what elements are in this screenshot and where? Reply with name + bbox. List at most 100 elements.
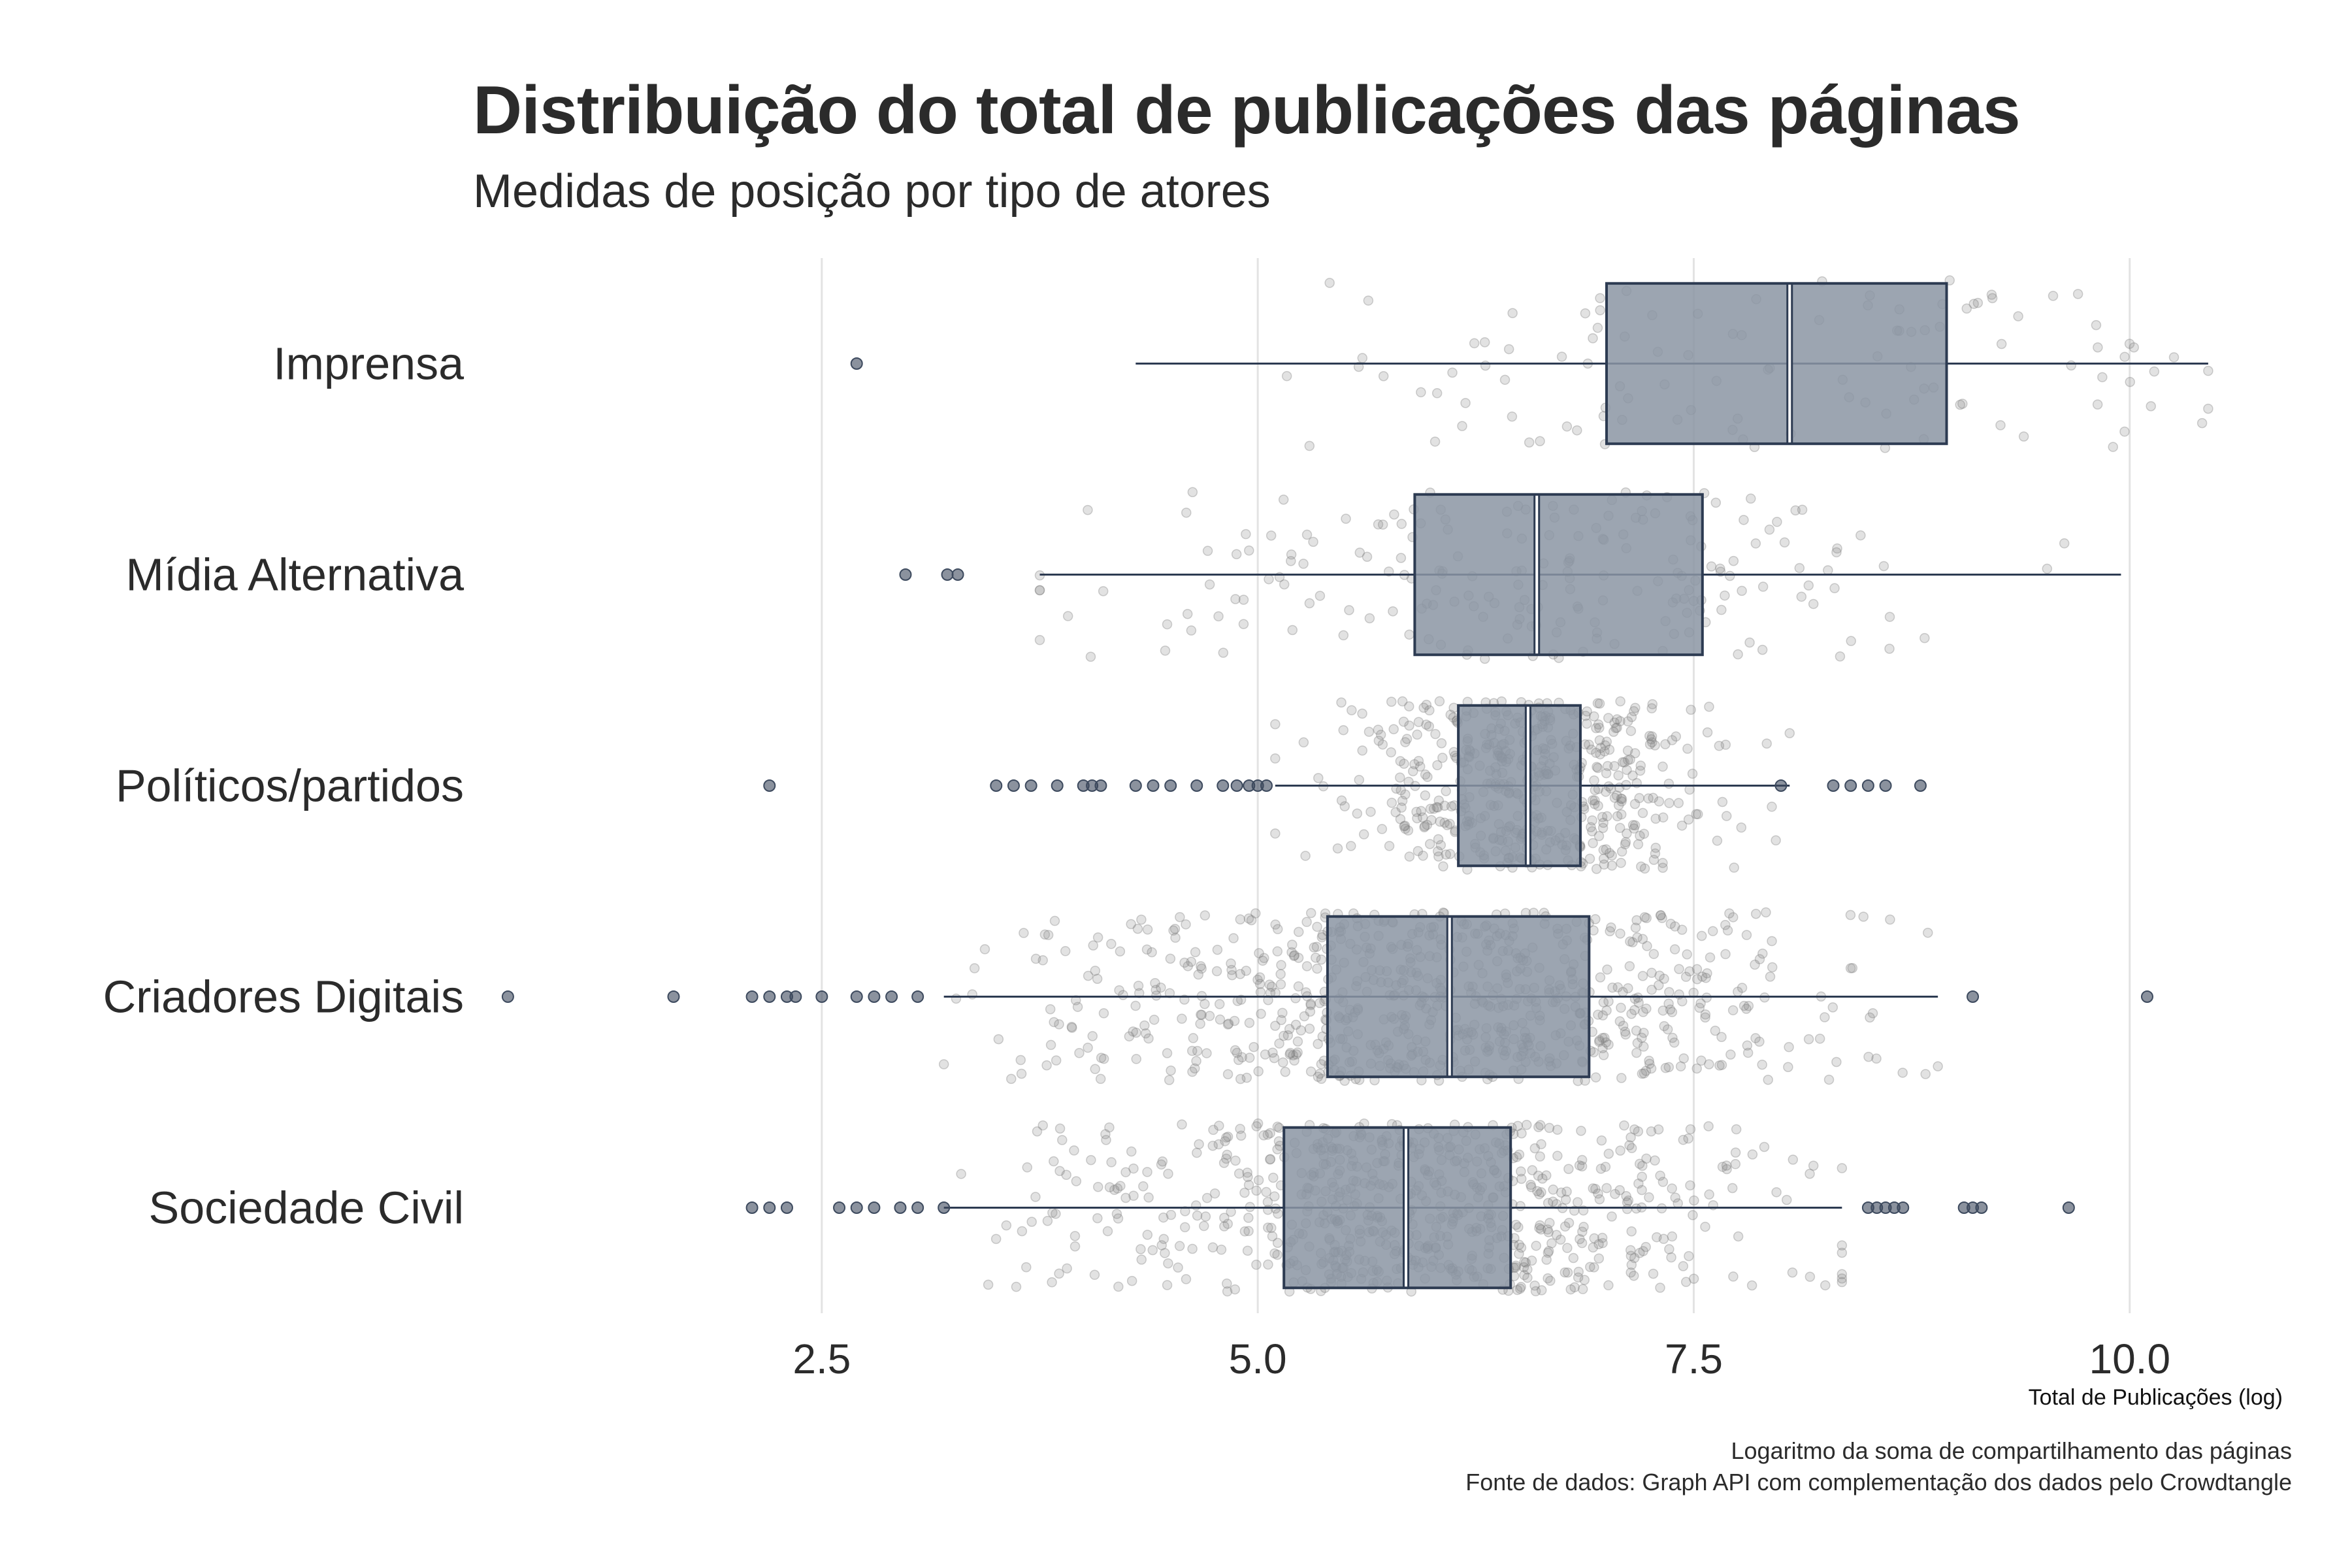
data-point: [1588, 1242, 1599, 1253]
data-point: [1696, 1055, 1707, 1066]
data-point: [1691, 1063, 1702, 1074]
data-point: [1721, 811, 1732, 821]
data-point: [1625, 1132, 1636, 1143]
data-point: [1142, 924, 1153, 935]
data-point: [1832, 543, 1842, 554]
data-point: [1576, 1154, 1588, 1166]
data-point: [1030, 953, 1041, 964]
data-point: [1700, 1221, 1710, 1232]
data-point: [1266, 1222, 1277, 1233]
data-point: [1644, 730, 1655, 742]
data-point: [1270, 828, 1281, 839]
data-point: [1254, 972, 1266, 983]
data-point: [1313, 1039, 1323, 1049]
data-point: [1588, 838, 1598, 849]
data-point: [1526, 1182, 1537, 1192]
data-point: [1341, 514, 1351, 524]
data-point: [1601, 787, 1611, 797]
data-point: [1729, 862, 1739, 873]
data-point: [2129, 342, 2139, 353]
data-point: [1230, 594, 1241, 604]
data-point: [1166, 1065, 1176, 1076]
data-point: [1230, 1045, 1241, 1056]
data-point: [1469, 338, 1480, 349]
data-point: [1580, 308, 1591, 319]
data-point: [1757, 1059, 1767, 1070]
data-point: [1739, 1000, 1750, 1011]
data-point: [2066, 360, 2076, 371]
data-point: [1687, 768, 1698, 779]
data-point: [1714, 563, 1725, 574]
data-point: [1201, 1048, 1212, 1058]
data-point: [1521, 1119, 1532, 1130]
data-point: [1292, 1047, 1303, 1058]
data-point: [1650, 813, 1661, 824]
outlier-point: [2062, 1201, 2075, 1214]
data-point: [1200, 1211, 1211, 1222]
data-point: [1308, 536, 1318, 547]
y-axis-categories: Imprensa Mídia Alternativa Políticos/parti…: [103, 338, 464, 1233]
data-point: [1664, 798, 1674, 808]
data-point: [1655, 1282, 1665, 1293]
data-point: [1071, 1176, 1082, 1186]
data-point: [1728, 1271, 1739, 1282]
data-point: [1305, 1066, 1316, 1077]
data-point: [1424, 721, 1435, 732]
data-point: [1503, 344, 1514, 355]
data-point: [1560, 1221, 1571, 1232]
data-point: [1622, 828, 1632, 839]
data-point: [1519, 1256, 1529, 1267]
data-point: [1265, 1128, 1275, 1139]
data-point: [1742, 1047, 1754, 1058]
data-point: [1413, 717, 1424, 727]
data-point: [1244, 1053, 1255, 1063]
data-point: [1637, 1171, 1647, 1182]
data-point: [1243, 1171, 1253, 1183]
data-point: [1512, 1284, 1523, 1296]
data-point: [1551, 1199, 1562, 1209]
data-point: [1637, 1032, 1647, 1043]
data-point: [1292, 1036, 1303, 1047]
data-point: [1216, 1245, 1227, 1255]
data-point: [1644, 739, 1656, 750]
data-point: [1270, 1021, 1281, 1031]
data-point: [1592, 323, 1603, 333]
data-point: [1043, 930, 1054, 940]
data-point: [1223, 1019, 1234, 1029]
data-point: [951, 993, 962, 1004]
data-point: [1313, 1071, 1324, 1082]
data-point: [1285, 1047, 1296, 1058]
data-point: [1135, 1244, 1146, 1254]
data-point: [1168, 925, 1179, 936]
data-point: [1601, 1037, 1612, 1048]
data-point: [1311, 941, 1322, 952]
outlier-point: [667, 990, 680, 1003]
data-point: [1219, 1213, 1230, 1223]
data-point: [1691, 809, 1701, 819]
data-point: [1694, 1002, 1705, 1013]
data-point: [1316, 954, 1327, 965]
data-point: [1200, 998, 1210, 1009]
data-point: [1867, 1008, 1878, 1019]
data-point: [1243, 1213, 1254, 1223]
data-point: [1765, 972, 1776, 982]
data-point: [1060, 946, 1071, 956]
data-point: [1516, 1166, 1526, 1177]
data-point: [1680, 1277, 1691, 1287]
data-point: [1136, 1254, 1147, 1265]
data-point: [1230, 1284, 1241, 1295]
data-point: [1445, 819, 1455, 829]
data-point: [1703, 1121, 1714, 1132]
data-point: [1228, 933, 1239, 943]
data-point: [1388, 606, 1398, 617]
data-point: [1062, 1263, 1072, 1274]
data-point: [1604, 744, 1615, 755]
data-point: [1644, 1192, 1654, 1203]
data-point: [1596, 1135, 1607, 1146]
data-point: [1634, 792, 1644, 804]
data-point: [1685, 1124, 1696, 1135]
data-point: [1535, 436, 1545, 446]
data-point: [1586, 744, 1597, 755]
data-point: [1162, 1280, 1173, 1290]
data-point: [1562, 1243, 1573, 1253]
